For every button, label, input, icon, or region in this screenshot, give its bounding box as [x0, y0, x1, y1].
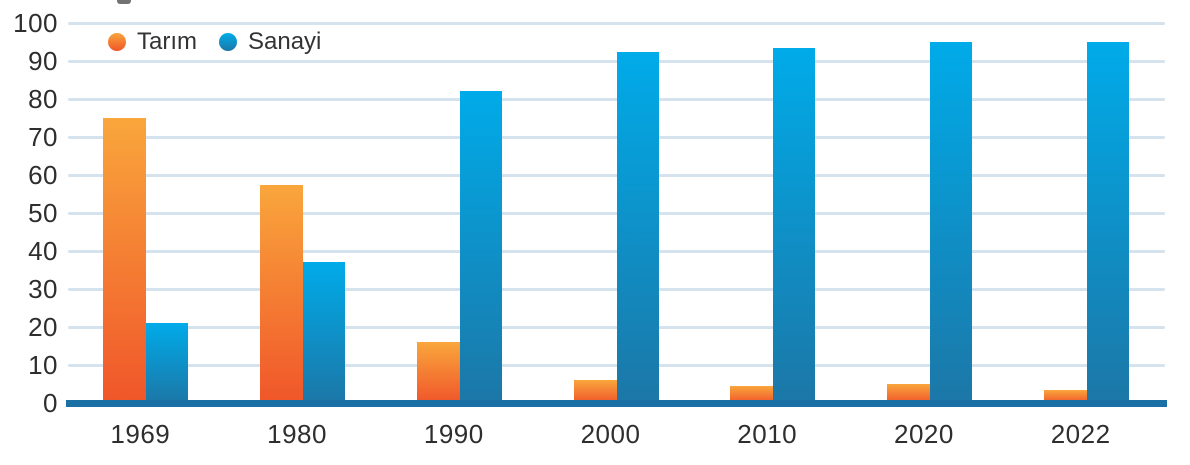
x-axis-tick-label-2022: 2022	[1050, 419, 1111, 449]
bar-tarim-2010	[730, 385, 774, 403]
legend-tarim-swatch-icon	[108, 33, 126, 51]
bar-tarim-2022	[1043, 389, 1087, 403]
bar-sanayi-2020	[929, 42, 972, 403]
x-axis-baseline	[66, 400, 1167, 407]
bar-sanayi-1990	[459, 91, 502, 403]
x-axis-tick-label-1980: 1980	[267, 419, 327, 449]
x-axis-tick-label-2000: 2000	[580, 419, 641, 449]
y-axis-tick-label: 50	[28, 198, 58, 228]
legend: Tarım Sanayi	[108, 28, 322, 55]
x-axis-tick-label-1990: 1990	[423, 419, 484, 449]
y-axis-tick-label: 40	[28, 236, 58, 266]
y-axis-tick-label: 80	[28, 84, 58, 114]
y-axis-tick-label: 10	[28, 350, 58, 380]
x-axis-tick-label-2010: 2010	[737, 419, 798, 449]
y-axis-tick-label: 70	[28, 122, 58, 152]
y-axis-tick-label: 60	[28, 160, 58, 190]
bar-sanayi-2000	[616, 51, 659, 403]
cropped-title-remnant	[117, 0, 131, 4]
y-axis-tick-label: 20	[28, 312, 58, 342]
y-axis-tick-label: 90	[28, 46, 58, 76]
bar-tarim-2000	[573, 380, 617, 403]
gridline-y100	[68, 21, 1165, 25]
y-axis-tick-label: 0	[43, 388, 58, 418]
y-axis-tick-label: 30	[28, 274, 58, 304]
bar-sanayi-2022	[1086, 42, 1129, 403]
legend-tarim-label: Tarım	[137, 28, 197, 55]
bar-tarim-1980	[260, 184, 304, 403]
bar-sanayi-1969	[146, 323, 189, 403]
bar-tarim-1969	[103, 118, 147, 403]
bar-sanayi-2010	[773, 47, 816, 403]
bar-tarim-2020	[886, 384, 930, 403]
x-axis-tick-label-1969: 1969	[110, 419, 171, 449]
y-axis-tick-label: 100	[13, 8, 58, 38]
legend-sanayi-swatch-icon	[219, 33, 237, 51]
x-axis-tick-label-2020: 2020	[894, 419, 954, 449]
bar-tarim-1990	[416, 342, 460, 403]
bar-sanayi-1980	[303, 262, 346, 403]
legend-sanayi-label: Sanayi	[248, 28, 322, 55]
